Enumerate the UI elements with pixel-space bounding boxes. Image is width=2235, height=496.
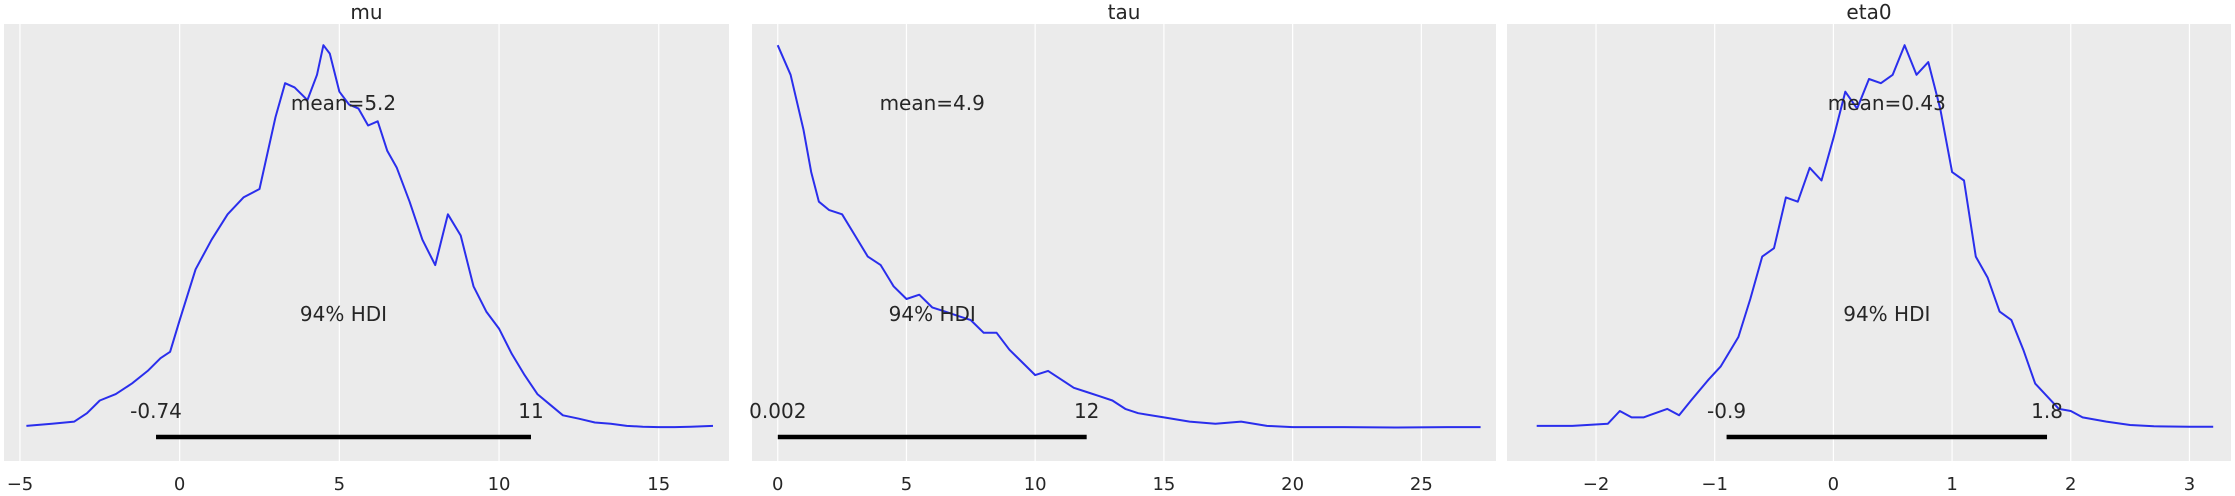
x-tick-label: 10 (1024, 474, 1047, 495)
mean-label: mean=0.43 (1828, 91, 1946, 115)
x-tick-label: 0 (772, 474, 783, 495)
plot-area (752, 24, 1496, 461)
hdi-label: 94% HDI (1843, 302, 1930, 326)
x-tick-label: 0 (174, 474, 185, 495)
hdi-label: 94% HDI (889, 302, 976, 326)
x-tick-label: 3 (2184, 474, 2195, 495)
x-tick-label: −5 (7, 474, 34, 495)
x-tick-label: −1 (1701, 474, 1728, 495)
x-tick-label: 2 (2065, 474, 2076, 495)
plot-area (1507, 24, 2231, 461)
x-tick-label: 0 (1828, 474, 1839, 495)
x-tick-label: 1 (1946, 474, 1957, 495)
x-tick-label: 15 (647, 474, 670, 495)
hdi-low-label: -0.74 (130, 399, 182, 423)
chart-panel-tau: 0 5 10 15 20 25 tau mean=4.9 94% HDI 0.002 12 (749, 0, 1496, 495)
hdi-low-label: 0.002 (749, 399, 806, 423)
x-tick-label: 5 (901, 474, 912, 495)
panel-title: eta0 (1846, 0, 1891, 24)
hdi-label: 94% HDI (300, 302, 387, 326)
chart-panel-mu: −5 0 5 10 15 mu mean=5.2 94% HDI -0.74 11 (4, 0, 729, 495)
density-line (26, 44, 714, 429)
x-tick-label: 5 (334, 474, 345, 495)
x-tick-label: 25 (1410, 474, 1433, 495)
density-line (1536, 44, 2214, 428)
panel-title: mu (350, 0, 382, 24)
hdi-low-label: -0.9 (1707, 399, 1746, 423)
density-line (776, 44, 1481, 429)
hdi-high-label: 12 (1074, 399, 1099, 423)
x-tick-label: 15 (1152, 474, 1175, 495)
x-tick-label: 20 (1281, 474, 1304, 495)
mean-label: mean=5.2 (291, 91, 396, 115)
hdi-high-label: 1.8 (2031, 399, 2063, 423)
chart-panel-eta0: −2 −1 0 1 2 3 eta0 mean=0.43 94% HDI -0.9 1.8 (1507, 0, 2231, 495)
panel-title: tau (1108, 0, 1141, 24)
x-tick-label: 10 (488, 474, 511, 495)
hdi-high-label: 11 (518, 399, 543, 423)
x-tick-label: −2 (1583, 474, 1610, 495)
mean-label: mean=4.9 (880, 91, 985, 115)
